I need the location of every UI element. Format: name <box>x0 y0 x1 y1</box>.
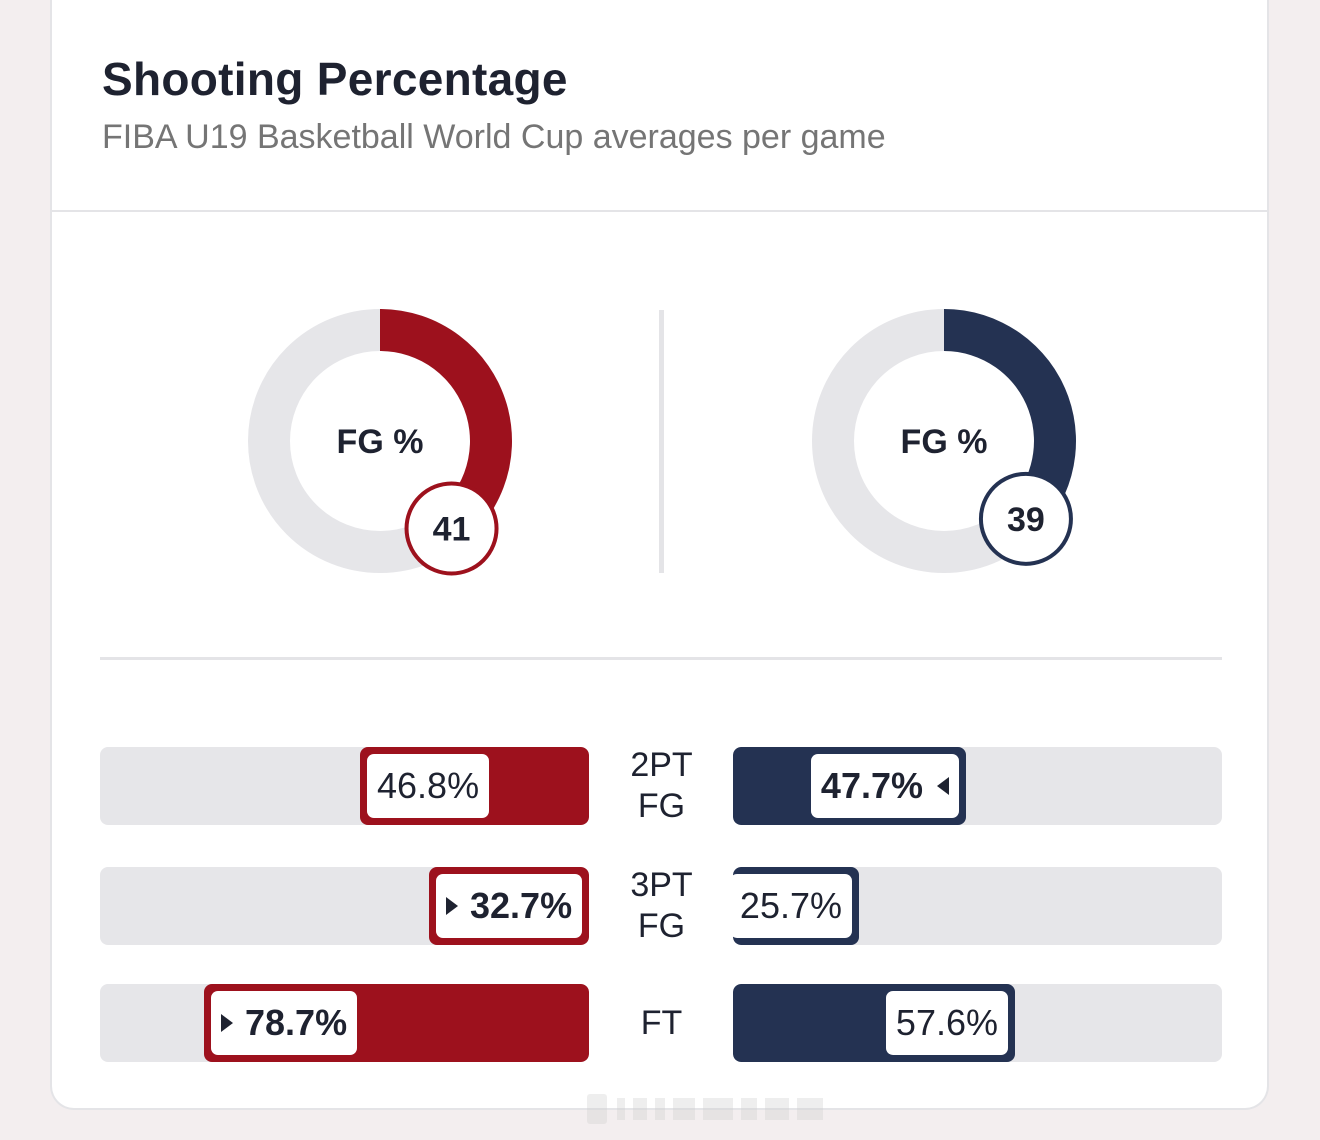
card-subtitle: FIBA U19 Basketball World Cup averages p… <box>102 118 886 156</box>
shooting-card: Shooting Percentage FIBA U19 Basketball … <box>50 0 1269 1124</box>
bar-right-value-label: 47.7% <box>810 754 959 818</box>
bar-left-value-label: 46.8% <box>367 754 490 818</box>
leader-arrow-icon <box>446 897 458 915</box>
bar-track-right: 25.7% <box>733 867 1222 945</box>
card-title: Shooting Percentage <box>102 53 568 105</box>
bar-right-value-label: 25.7% <box>733 874 852 938</box>
stat-category-label: FT <box>640 1003 683 1042</box>
stat-row: 32.7% 3PT FG 25.7% <box>52 866 1267 945</box>
donut-value-label: 41 <box>433 510 471 548</box>
stat-category-label: 3PT FG <box>630 866 693 945</box>
donut-right: FG % 39 <box>812 309 1077 573</box>
stat-row: 46.8% 2PT FG 47.7% <box>52 746 1267 825</box>
donut-value-badge <box>978 471 1073 566</box>
donut-value-label: 39 <box>1007 501 1045 539</box>
bar-right-value-label: 57.6% <box>885 991 1008 1055</box>
leader-arrow-icon <box>937 777 949 795</box>
donut-value-badge <box>404 481 499 576</box>
stat-category-label: 2PT FG <box>630 746 693 825</box>
donut-charts: FG % 41 FG % 39 <box>248 309 1077 576</box>
donut-center-label: FG % <box>901 423 988 461</box>
donut-divider <box>659 310 664 573</box>
section-divider <box>100 657 1222 660</box>
donut-center-label: FG % <box>337 423 424 461</box>
stat-row: 78.7% FT 57.6% <box>52 984 1267 1062</box>
leader-arrow-icon <box>221 1014 233 1032</box>
donut-left: FG % 41 <box>248 309 513 576</box>
watermark <box>587 1094 823 1124</box>
bar-track-left: 46.8% <box>100 747 589 825</box>
card-header: Shooting Percentage FIBA U19 Basketball … <box>52 0 1267 212</box>
bar-track-left: 32.7% <box>100 867 589 945</box>
bar-left-value-label: 78.7% <box>211 991 358 1055</box>
bar-left-value-label: 32.7% <box>436 874 583 938</box>
bar-track-right: 57.6% <box>733 984 1222 1062</box>
bar-track-right: 47.7% <box>733 747 1222 825</box>
bar-track-left: 78.7% <box>100 984 589 1062</box>
